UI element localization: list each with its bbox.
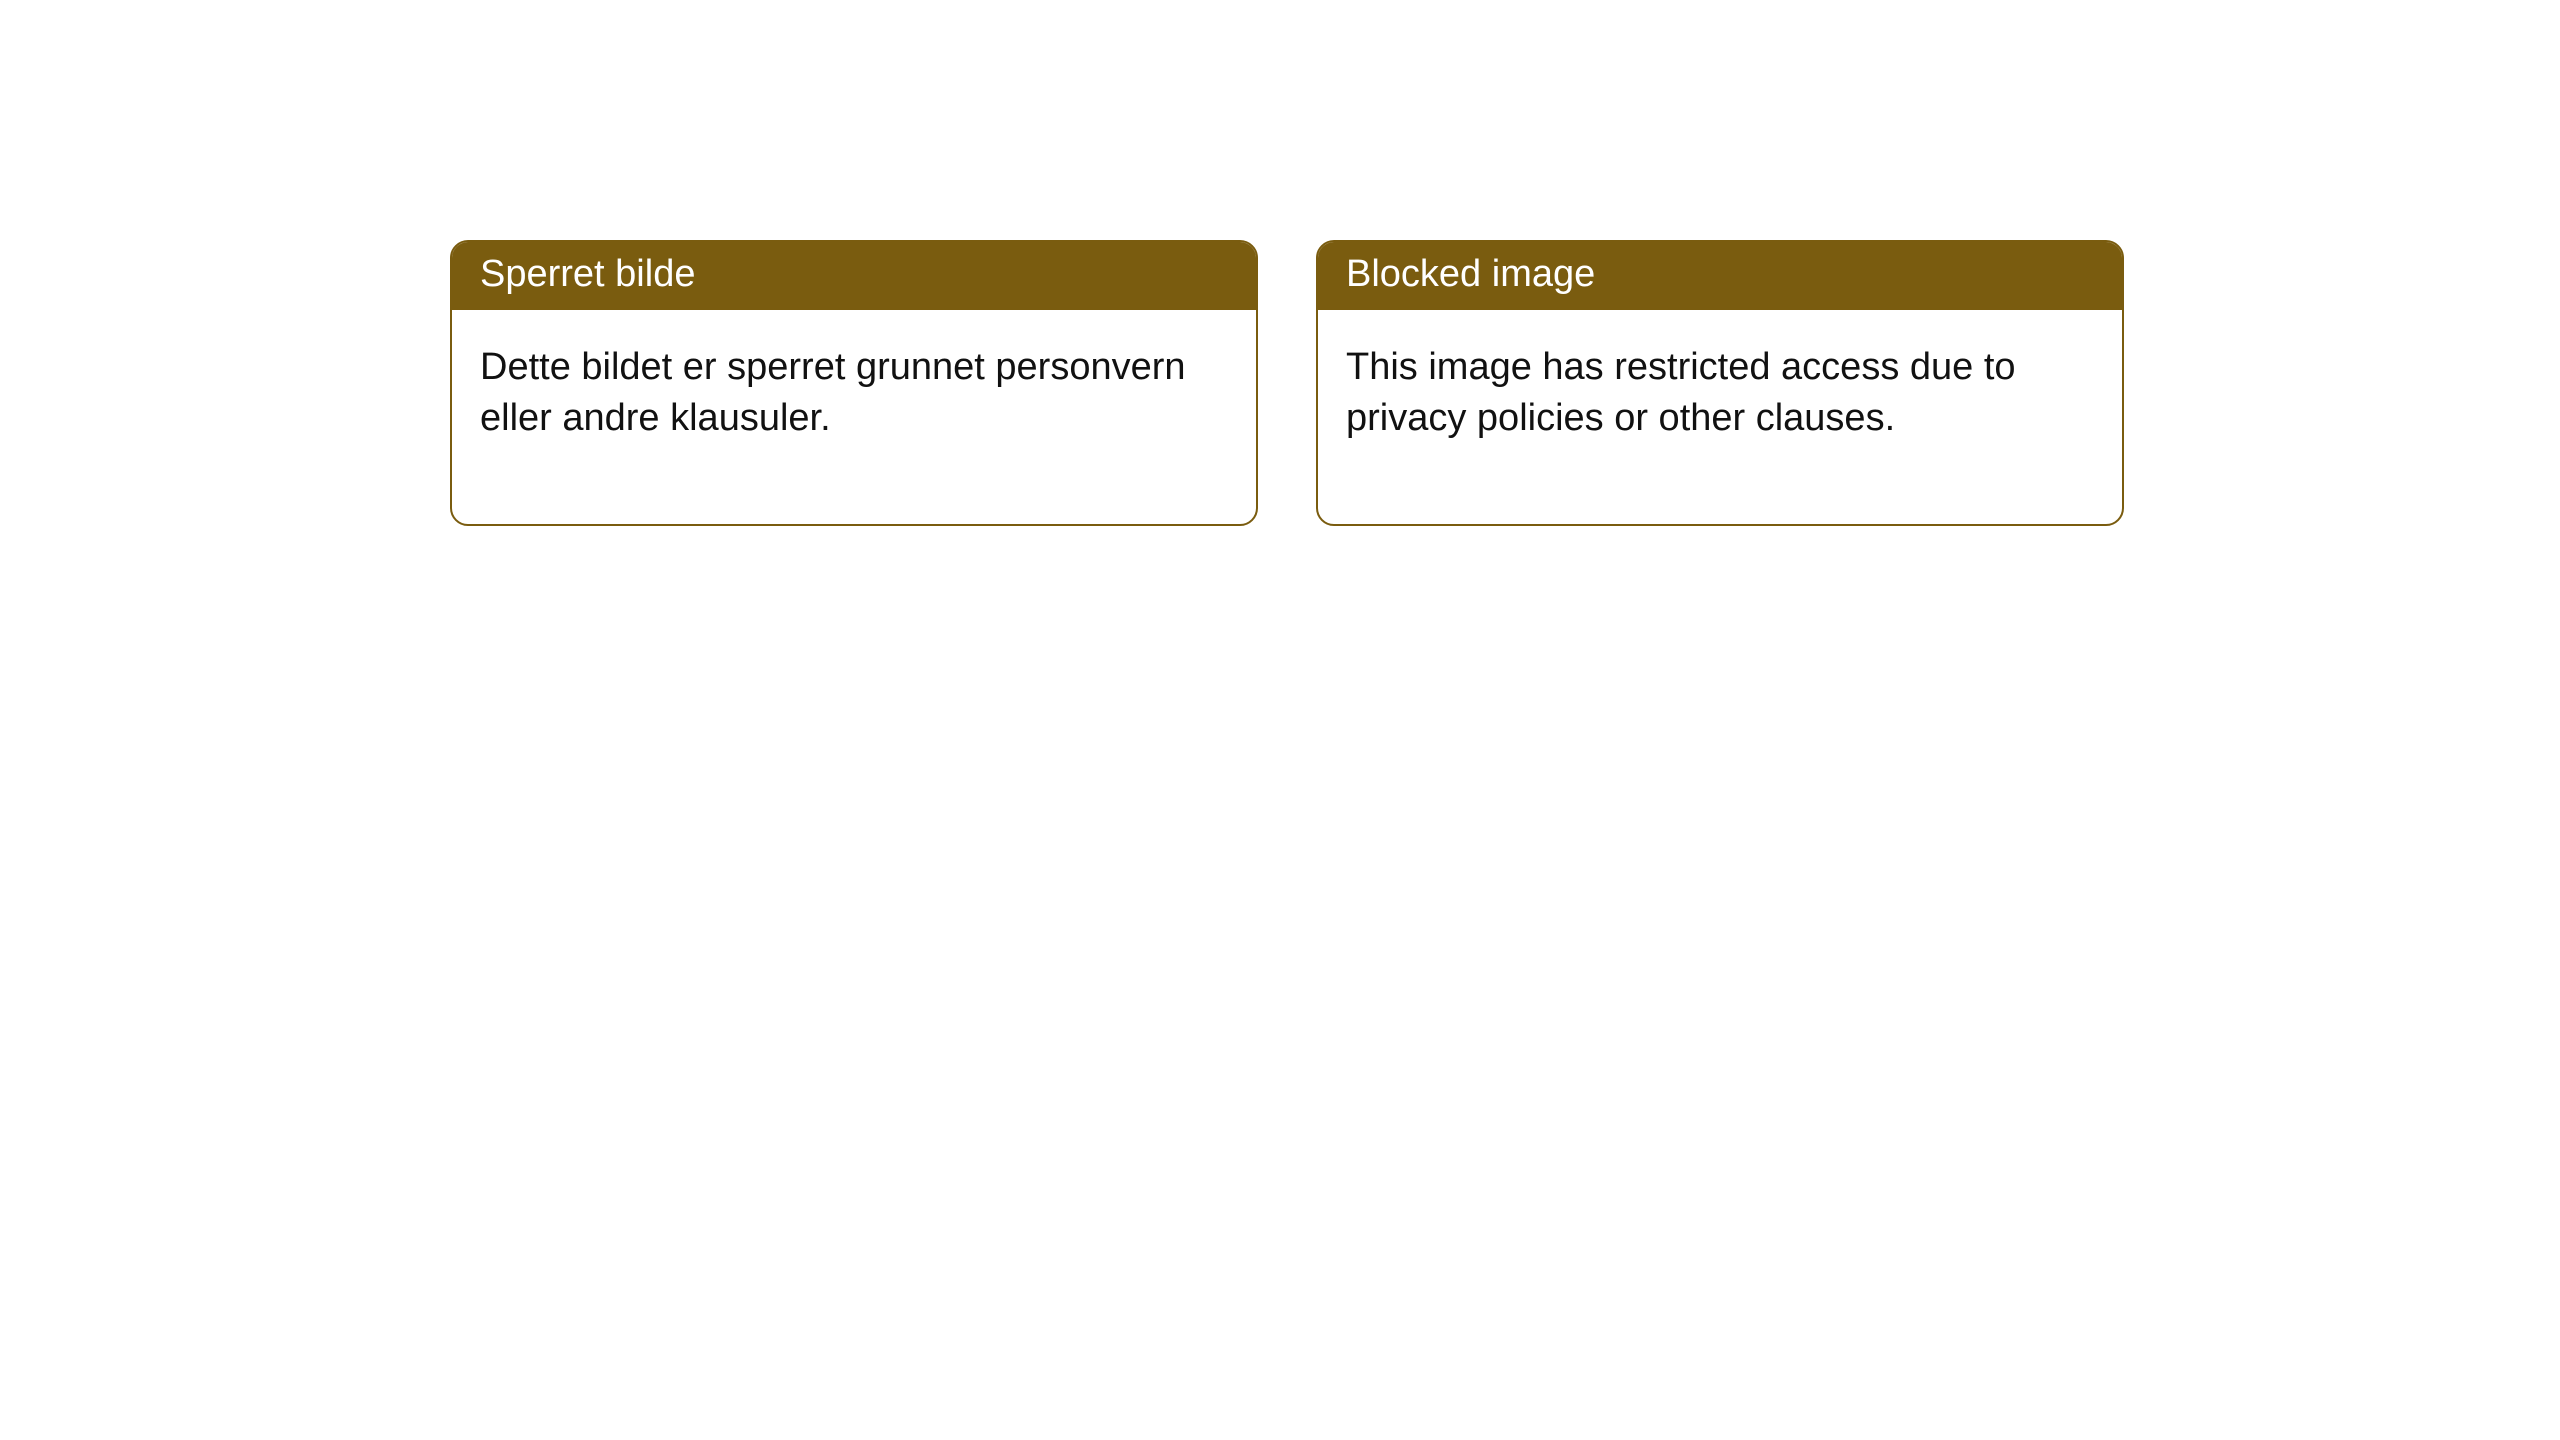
notice-title-en: Blocked image — [1318, 242, 2122, 310]
notice-body-en: This image has restricted access due to … — [1318, 310, 2122, 525]
notice-card-en: Blocked image This image has restricted … — [1316, 240, 2124, 526]
notice-container: Sperret bilde Dette bildet er sperret gr… — [0, 0, 2560, 526]
notice-card-no: Sperret bilde Dette bildet er sperret gr… — [450, 240, 1258, 526]
notice-title-no: Sperret bilde — [452, 242, 1256, 310]
notice-body-no: Dette bildet er sperret grunnet personve… — [452, 310, 1256, 525]
